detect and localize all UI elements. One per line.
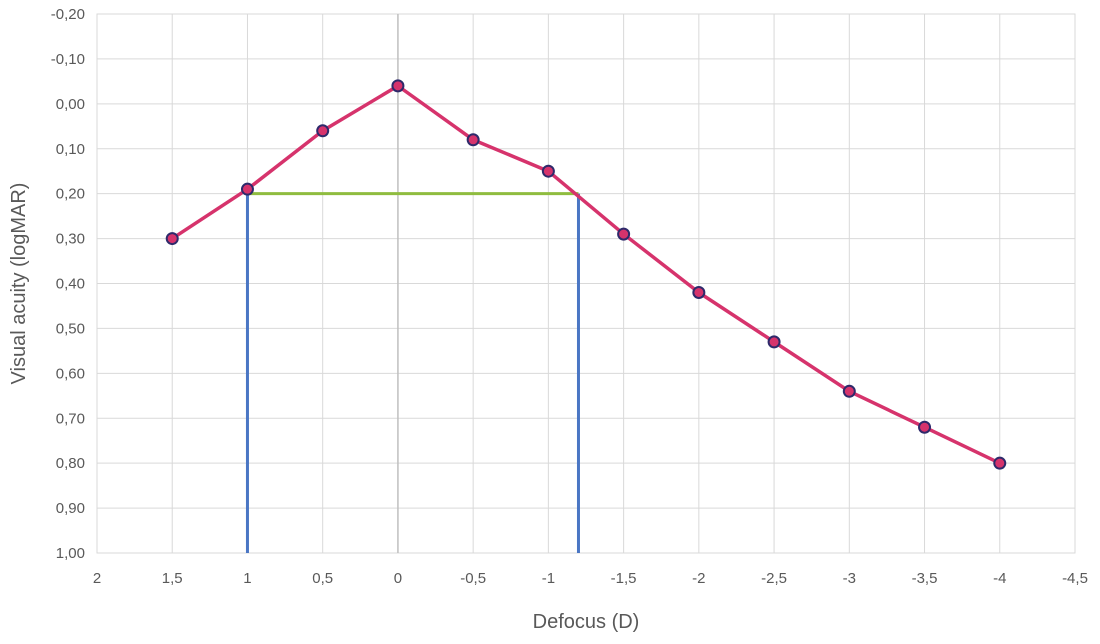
y-tick-label: 0,80: [56, 455, 85, 472]
x-tick-label: -1,5: [611, 570, 637, 587]
data-point: [918, 420, 932, 434]
data-point: [316, 124, 330, 138]
y-tick-label: -0,10: [51, 51, 85, 68]
data-point: [165, 232, 179, 246]
x-tick-label: -3,5: [912, 570, 938, 587]
y-tick-label: 0,50: [56, 320, 85, 337]
y-tick-label: 0,70: [56, 410, 85, 427]
data-point: [993, 456, 1007, 470]
series-line: [171, 84, 1001, 465]
y-tick-label: 0,10: [56, 141, 85, 158]
x-tick-label: 1: [243, 570, 251, 587]
tick-labels: -0,20-0,100,000,100,200,300,400,500,600,…: [51, 6, 1088, 587]
data-point: [842, 384, 856, 398]
data-point: [240, 182, 254, 196]
data-point: [541, 164, 555, 178]
y-tick-label: 0,20: [56, 186, 85, 203]
x-tick-label: 2: [93, 570, 101, 587]
y-tick-label: 0,30: [56, 231, 85, 248]
annotations: [245, 192, 580, 553]
x-tick-label: 0: [394, 570, 402, 587]
data-point: [617, 227, 631, 241]
y-tick-label: 0,90: [56, 500, 85, 517]
x-tick-label: -2,5: [761, 570, 787, 587]
y-tick-label: 1,00: [56, 545, 85, 562]
data-point: [391, 79, 405, 93]
x-tick-label: 0,5: [312, 570, 333, 587]
data-point: [692, 285, 706, 299]
x-tick-label: -4: [993, 570, 1006, 587]
x-tick-label: -2: [692, 570, 705, 587]
data-point: [466, 133, 480, 147]
y-axis-title: Visual acuity (logMAR): [8, 183, 30, 385]
grid: [96, 13, 1076, 554]
x-tick-label: 1,5: [162, 570, 183, 587]
y-tick-label: 0,00: [56, 96, 85, 113]
data-point: [767, 335, 781, 349]
series: [165, 79, 1007, 470]
x-tick-label: -1: [542, 570, 555, 587]
y-tick-label: 0,40: [56, 276, 85, 293]
x-tick-label: -4,5: [1062, 570, 1088, 587]
x-tick-label: -3: [843, 570, 856, 587]
y-tick-label: 0,60: [56, 365, 85, 382]
x-tick-label: -0,5: [460, 570, 486, 587]
y-tick-label: -0,20: [51, 6, 85, 23]
x-axis-title: Defocus (D): [533, 611, 640, 633]
